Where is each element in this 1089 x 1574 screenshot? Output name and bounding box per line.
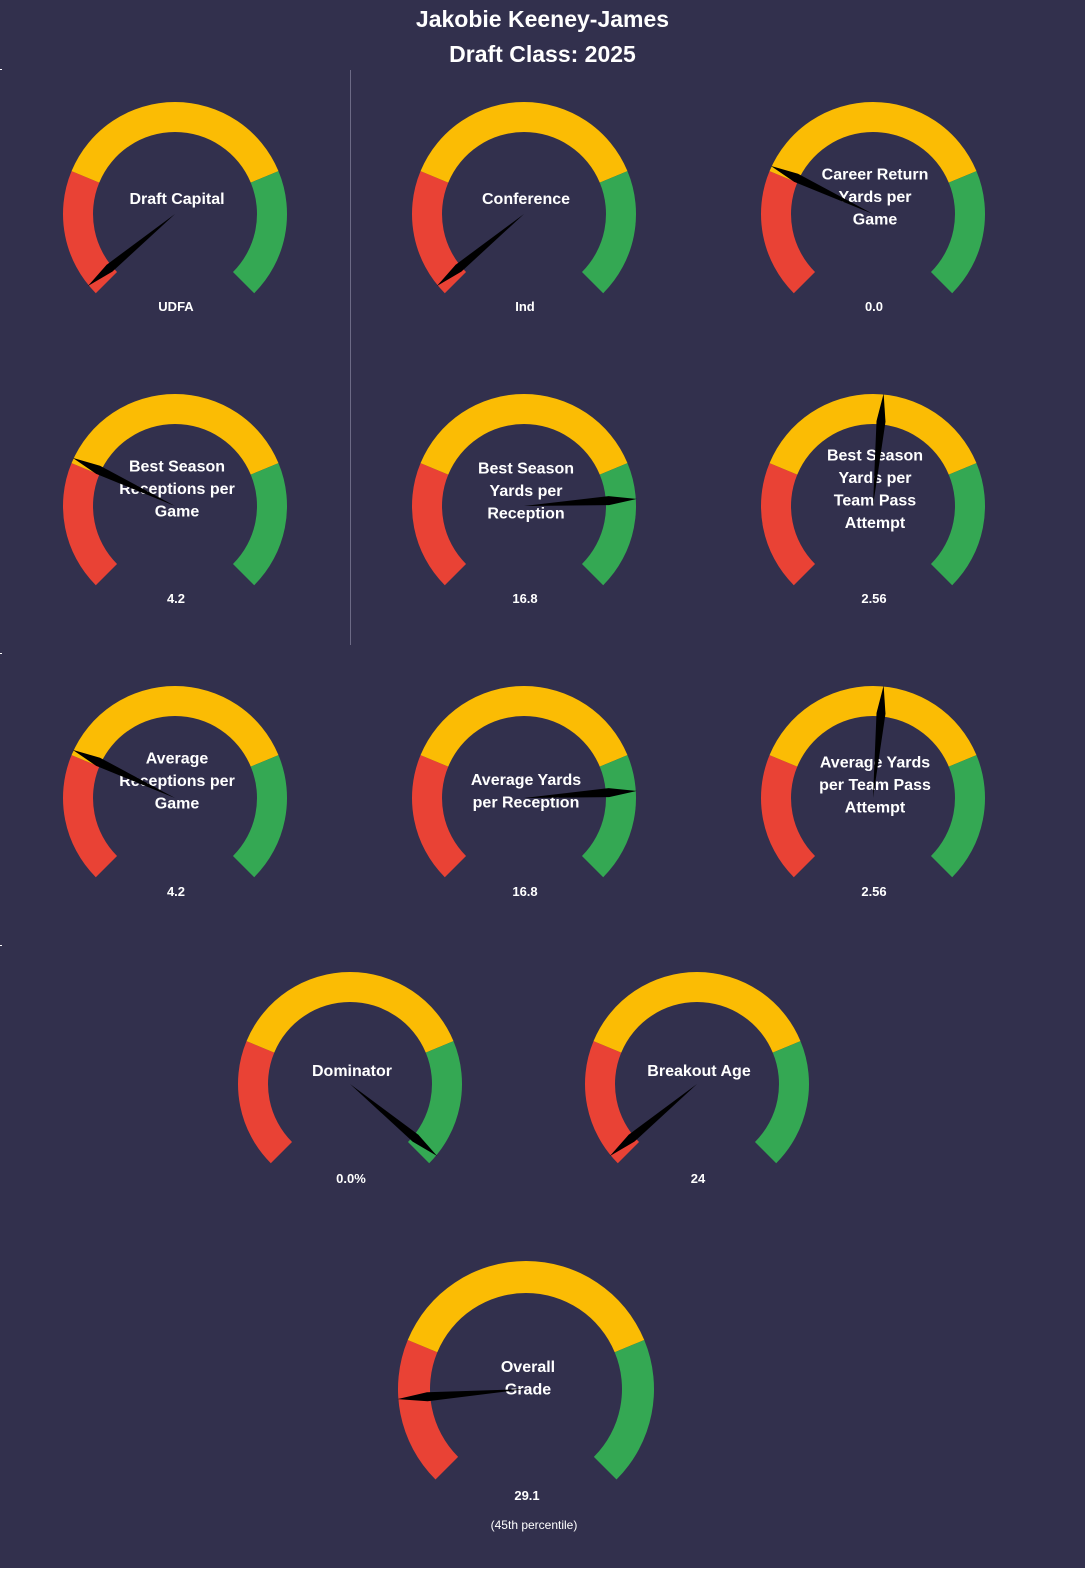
gauge-needle: [350, 1084, 438, 1157]
gauge-high-band: [930, 755, 986, 878]
gauge-label: Average Yards per Reception: [471, 772, 581, 812]
draft-class-title: Draft Class: 2025: [449, 41, 636, 67]
gauge-value: 16.8: [512, 591, 537, 606]
gauge-overall-grade: Overall Grade 29.1: [397, 1260, 654, 1503]
gauge-high-band: [581, 463, 636, 586]
gauge-value: 24: [691, 1171, 706, 1186]
gauge-label: Conference: [482, 191, 570, 208]
gauge-mid-band: [769, 686, 977, 767]
gauge-value: 0.0%: [336, 1171, 366, 1186]
gauge-label: Best Season Receptions per Game: [119, 459, 235, 521]
gauge-label: Breakout Age: [647, 1063, 751, 1080]
gauge-low-band: [761, 463, 816, 586]
gauge-low-band: [412, 171, 467, 294]
gauge-label: Best Season Yards per Reception: [478, 461, 574, 523]
gauge-mid-band: [420, 102, 628, 183]
gauge-best-season-yards-per-reception: Best Season Yards per Reception 16.8: [412, 394, 637, 606]
gauge-needle: [397, 1389, 526, 1402]
gauge-needle: [87, 214, 175, 287]
gauge-mid-band: [71, 102, 279, 183]
gauge-needle: [436, 214, 524, 287]
gauge-needle: [770, 165, 873, 214]
gauge-needle: [524, 788, 637, 798]
gauge-value: 16.8: [512, 884, 537, 899]
gauge-low-band: [397, 1340, 459, 1480]
section-divider: [350, 70, 351, 645]
edge-marker: [0, 69, 2, 70]
gauge-needle: [873, 685, 886, 798]
gauge-value: 4.2: [167, 884, 185, 899]
edge-marker: [0, 653, 2, 654]
gauge-low-band: [62, 755, 118, 878]
gauge-high-band: [930, 463, 985, 586]
gauge-low-band: [412, 463, 467, 586]
gauge-mid-band: [71, 686, 279, 767]
gauge-low-band: [238, 1041, 293, 1164]
gauge-label: Overall Grade: [501, 1359, 555, 1399]
gauge-low-band: [761, 171, 816, 294]
gauge-mid-band: [407, 1260, 645, 1353]
gauge-high-band: [593, 1340, 654, 1480]
edge-marker: [0, 945, 2, 946]
gauge-career-return-yards: Career Return Yards per Game 0.0: [761, 101, 985, 314]
gauge-low-band: [62, 463, 118, 586]
gauge-conference: Conference Ind: [412, 102, 636, 314]
gauge-value: 29.1: [514, 1488, 539, 1503]
gauge-mid-band: [246, 972, 454, 1053]
gauge-high-band: [407, 1041, 463, 1164]
gauge-high-band: [754, 1041, 810, 1164]
gauge-value: Ind: [515, 299, 535, 314]
gauge-high-band: [232, 171, 287, 294]
gauge-needle: [524, 496, 637, 506]
gauge-dominator: Dominator 0.0%: [238, 972, 463, 1186]
gauge-mid-band: [71, 394, 279, 475]
gauge-needle: [72, 749, 175, 798]
gauge-high-band: [581, 755, 636, 878]
gauge-label: Career Return Yards per Game: [822, 167, 929, 229]
gauge-label: Draft Capital: [129, 191, 224, 208]
gauge-value: 4.2: [167, 591, 185, 606]
gauge-value: 2.56: [861, 591, 886, 606]
gauge-low-band: [62, 171, 118, 294]
gauge-high-band: [232, 463, 287, 586]
gauge-high-band: [232, 755, 288, 878]
gauge-mid-band: [593, 972, 801, 1053]
player-name-title: Jakobie Keeney-James: [415, 6, 670, 32]
gauge-needle: [72, 457, 175, 506]
gauge-mid-band: [769, 101, 977, 183]
overall-percentile-note: (45th percentile): [490, 1518, 578, 1532]
gauge-mid-band: [420, 686, 628, 767]
gauge-average-yards-per-reception: Average Yards per Reception 16.8: [411, 686, 637, 899]
gauge-draft-capital: Draft Capital UDFA: [62, 102, 287, 314]
gauge-mid-band: [420, 394, 628, 475]
gauge-high-band: [581, 171, 636, 294]
gauge-low-band: [761, 755, 816, 878]
gauge-best-season-receptions: Best Season Receptions per Game 4.2: [62, 394, 287, 606]
gauge-low-band: [411, 755, 467, 878]
gauge-value: 2.56: [861, 884, 886, 899]
gauge-value: 0.0: [865, 299, 883, 314]
gauge-low-band: [585, 1041, 640, 1164]
gauge-high-band: [930, 171, 985, 294]
gauge-value: UDFA: [158, 299, 194, 314]
gauge-breakout-age: Breakout Age 24: [585, 972, 810, 1186]
gauge-needle: [873, 393, 886, 506]
gauge-needle: [609, 1084, 697, 1157]
gauge-mid-band: [769, 394, 977, 475]
gauge-label: Dominator: [312, 1063, 392, 1080]
